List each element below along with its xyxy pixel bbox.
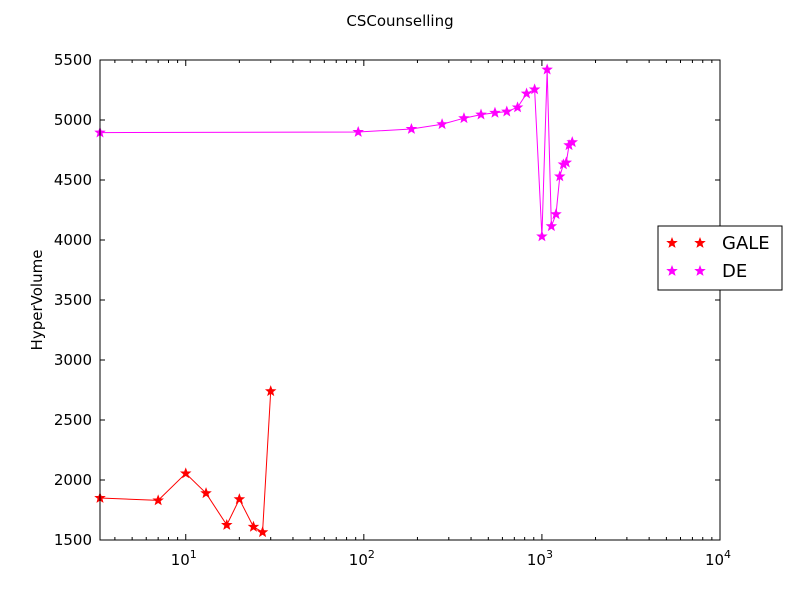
data-point-de — [554, 170, 566, 182]
legend-marker-gale — [694, 236, 706, 248]
legend-marker-de — [694, 264, 706, 276]
data-point-de — [536, 230, 548, 242]
data-point-gale — [256, 526, 269, 538]
data-point-de — [352, 125, 364, 137]
legend: GALE DE — [657, 225, 783, 291]
y-axis-label: HyperVolume — [28, 250, 46, 351]
data-point-de — [475, 108, 487, 120]
data-point-de — [528, 83, 541, 95]
legend-marker-de — [666, 264, 678, 276]
x-tick-label: 103 — [527, 548, 553, 569]
y-tick-label: 4500 — [54, 171, 92, 189]
legend-label-de: DE — [722, 261, 747, 282]
data-point-gale — [200, 487, 212, 499]
data-point-de — [560, 156, 573, 168]
series-line-de — [99, 69, 573, 237]
legend-label-gale: GALE — [722, 233, 770, 254]
data-point-de — [550, 208, 562, 220]
y-tick-label: 3500 — [54, 291, 92, 309]
y-tick-label: 1500 — [54, 531, 92, 549]
data-point-gale — [152, 494, 164, 506]
data-point-gale — [247, 520, 260, 532]
x-tick-label: 104 — [705, 548, 731, 569]
legend-box — [657, 225, 783, 291]
plot-frame — [99, 59, 721, 541]
y-tick-label: 2500 — [54, 411, 92, 429]
y-tick-label: 4000 — [54, 231, 92, 249]
data-point-gale — [221, 518, 233, 530]
data-point-gale — [233, 493, 246, 505]
y-tick-label: 5500 — [54, 51, 92, 69]
x-tick-label: 102 — [349, 548, 375, 569]
x-tick-label: 101 — [171, 548, 197, 569]
chart-title: CSCounselling — [346, 12, 453, 30]
series-line-gale — [99, 391, 272, 534]
y-tick-label: 3000 — [54, 351, 92, 369]
data-point-gale — [264, 385, 277, 397]
data-point-de — [489, 106, 501, 118]
data-point-de — [405, 122, 418, 134]
data-point-de — [511, 101, 524, 113]
legend-marker-gale — [666, 236, 678, 248]
data-point-de — [520, 87, 533, 99]
y-tick-label: 5000 — [54, 111, 92, 129]
data-point-de — [436, 118, 448, 130]
data-point-de — [566, 136, 578, 148]
data-point-de — [545, 220, 558, 232]
data-point-de — [501, 105, 513, 117]
y-tick-label: 2000 — [54, 471, 92, 489]
data-point-de — [458, 112, 470, 124]
data-point-gale — [179, 467, 192, 479]
data-point-de — [541, 63, 553, 75]
